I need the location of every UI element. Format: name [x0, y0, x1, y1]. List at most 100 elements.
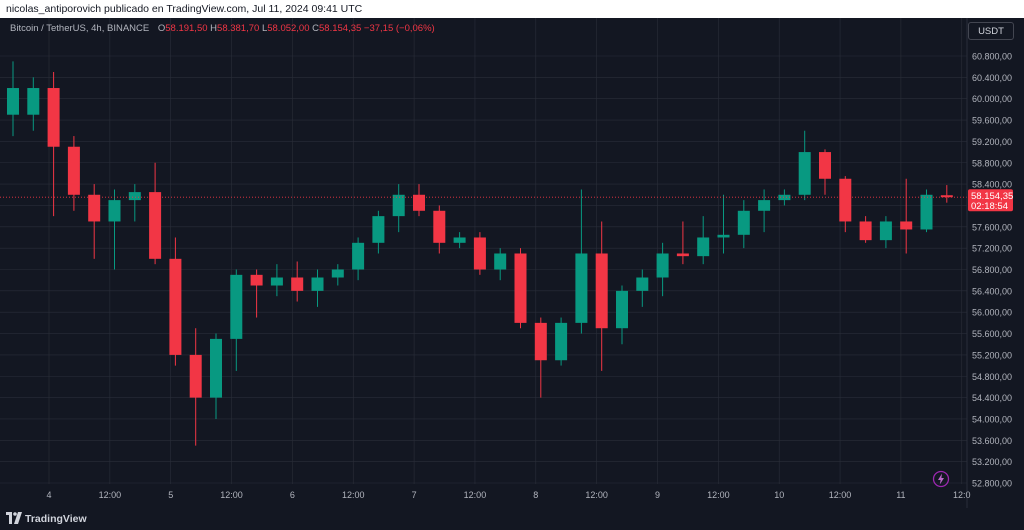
candle — [900, 178, 913, 254]
candle-body — [534, 322, 547, 361]
candle-body — [676, 253, 689, 257]
candle-body — [656, 253, 669, 278]
high-label: H — [210, 23, 218, 34]
candle-body — [149, 192, 162, 259]
y-tick-label: 56.800,00 — [972, 265, 1012, 275]
y-tick-label: 55.600,00 — [972, 329, 1012, 339]
candle-body — [210, 338, 222, 398]
x-tick-label: 12:00 — [99, 490, 122, 500]
x-tick-label: 11 — [896, 490, 905, 500]
x-tick-label: 12:00 — [829, 490, 852, 500]
y-tick-label: 54.000,00 — [972, 414, 1012, 424]
candle — [27, 77, 40, 131]
candle-body — [270, 277, 283, 286]
x-tick-label: 5 — [168, 490, 173, 500]
lightning-bolt-icon[interactable] — [932, 470, 950, 488]
candles — [7, 61, 953, 446]
candle — [149, 162, 162, 265]
candle — [920, 189, 933, 233]
close-label: C — [312, 23, 320, 34]
candle — [636, 269, 649, 307]
candle-body — [616, 290, 628, 329]
close-value: 58.154,35 — [319, 23, 362, 34]
candle — [210, 333, 222, 419]
y-tick-label: 55.200,00 — [972, 350, 1012, 360]
candle — [67, 136, 80, 211]
x-tick-label: 9 — [655, 490, 660, 500]
candle-body — [169, 258, 182, 355]
candle — [311, 269, 324, 307]
last-price-label: 58.154,35 — [971, 191, 1013, 202]
candle — [392, 184, 405, 233]
y-tick-label: 56.400,00 — [972, 286, 1012, 296]
candle — [555, 317, 568, 366]
candle — [819, 149, 831, 195]
candle — [575, 189, 588, 334]
x-tick-label: 7 — [412, 490, 417, 500]
candle — [879, 216, 892, 249]
y-tick-label: 59.200,00 — [972, 137, 1012, 147]
candle — [291, 261, 304, 302]
x-tick-label: 12:00 — [464, 490, 487, 500]
candle — [352, 237, 365, 281]
candle-body — [453, 237, 466, 243]
y-tick-label: 60.000,00 — [972, 94, 1012, 104]
symbol-info: Bitcoin / TetherUS, 4h, BINANCE — [10, 23, 150, 34]
candle — [128, 184, 141, 222]
candle-body — [128, 192, 141, 201]
candle-body — [392, 194, 405, 217]
candle-body — [839, 178, 852, 222]
candle-body — [88, 194, 101, 222]
candle-body — [331, 269, 344, 278]
time-axis[interactable]: 4 12:00 5 12:00 6 12:00 7 12:00 8 12:00 9 12:00 10 12… — [46, 490, 970, 500]
candle — [514, 248, 527, 329]
candle-body — [372, 216, 385, 243]
candle — [331, 264, 344, 286]
y-tick-label: 54.400,00 — [972, 393, 1012, 403]
candle-body — [514, 253, 527, 323]
candle-body — [352, 242, 365, 270]
candle-body — [67, 146, 80, 195]
candle-body — [697, 237, 710, 257]
candle-body — [758, 200, 771, 211]
candle — [758, 189, 771, 233]
y-tick-label: 57.600,00 — [972, 222, 1012, 232]
candle-body — [108, 200, 121, 222]
high-value: 58.381,70 — [217, 23, 260, 34]
open-value: 58.191,50 — [165, 23, 208, 34]
candle-body — [47, 88, 60, 147]
candle-body — [311, 277, 324, 291]
publisher-text: nicolas_antiporovich publicado en Tradin… — [6, 3, 363, 15]
candle — [940, 185, 953, 203]
candle — [250, 269, 263, 318]
candle-body — [798, 152, 811, 195]
candle-body — [555, 322, 568, 361]
y-tick-label: 53.600,00 — [972, 436, 1012, 446]
candle — [453, 232, 466, 249]
candle — [697, 216, 710, 265]
candle-body — [27, 88, 40, 115]
candle — [737, 200, 750, 249]
x-tick-label: 10 — [774, 490, 784, 500]
candle — [859, 216, 872, 243]
candle-body — [595, 253, 608, 329]
candle — [88, 184, 101, 259]
x-tick-label: 12:00 — [342, 490, 365, 500]
tradingview-logo-icon — [6, 512, 22, 524]
y-tick-label: 56.000,00 — [972, 308, 1012, 318]
currency-button[interactable]: USDT — [968, 22, 1014, 40]
price-axis[interactable]: 60.800,00 60.400,00 60.000,00 59.600,00 59.2… — [972, 52, 1012, 489]
candlestick-chart[interactable]: 60.800,00 60.400,00 60.000,00 59.600,00 59.2… — [0, 18, 1024, 508]
candle — [108, 189, 121, 270]
low-label: L — [261, 23, 268, 34]
candle — [717, 194, 730, 254]
x-tick-label: 12:00 — [585, 490, 608, 500]
open-label: O — [157, 23, 166, 34]
candle-body — [879, 221, 892, 241]
candle — [656, 242, 669, 297]
y-tick-label: 60.800,00 — [972, 52, 1012, 62]
candle-body — [494, 253, 507, 270]
candle — [7, 61, 19, 137]
y-tick-label: 59.600,00 — [972, 116, 1012, 126]
candle-body — [230, 274, 243, 339]
